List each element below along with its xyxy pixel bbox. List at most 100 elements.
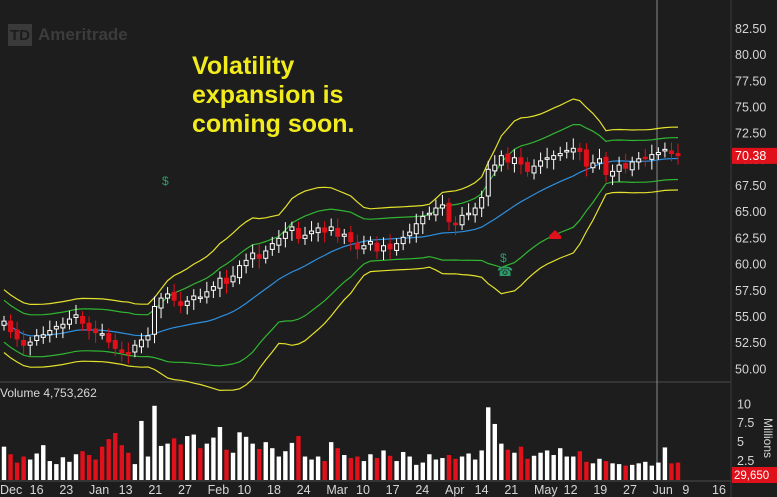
price-tick-label: 77.50 (735, 74, 766, 88)
volume-bar (54, 464, 59, 480)
candle-body (472, 207, 478, 216)
volume-bar (67, 461, 72, 480)
candle-body (263, 250, 269, 259)
x-tick-label: 18 (267, 483, 281, 497)
price-tick-label: 82.50 (735, 22, 766, 36)
candle-body (636, 158, 642, 163)
price-tick-label: 62.50 (735, 231, 766, 245)
volume-bar (525, 458, 530, 480)
volume-bar (603, 461, 609, 480)
x-tick-label: 10 (237, 483, 251, 497)
candle-body (649, 154, 655, 160)
volume-bar (427, 454, 432, 480)
volume-bar (119, 445, 124, 480)
volume-bar (211, 437, 216, 480)
candle-body (413, 223, 419, 235)
last-volume-badge (732, 467, 777, 483)
candle-body (295, 227, 301, 239)
volume-bar (577, 451, 583, 480)
volume-bar (512, 452, 517, 480)
volume-bar (459, 456, 465, 480)
candle-body (498, 155, 504, 166)
candle-body (60, 323, 66, 329)
price-tick-label: 52.50 (735, 336, 766, 350)
volume-bar (250, 443, 255, 480)
volume-bar (1, 446, 7, 480)
dividend-marker: $ (162, 174, 169, 188)
volume-bar (73, 454, 79, 480)
volume-bar (113, 433, 118, 480)
candle-body (158, 297, 164, 309)
volume-bar (348, 458, 354, 480)
candle-body (322, 227, 328, 233)
volume-bar (322, 461, 327, 480)
candle-body (492, 164, 498, 172)
candle-body (518, 157, 524, 165)
volume-bar (486, 407, 491, 480)
candle-body (361, 245, 367, 250)
candle-body (302, 234, 308, 239)
candle-body (184, 300, 190, 306)
volume-bar (551, 455, 556, 480)
volume-bar (531, 455, 537, 480)
candle-body (590, 162, 596, 169)
volume-tick-label: 7.5 (737, 416, 754, 430)
volume-bar (518, 446, 524, 480)
price-tick-label: 55.00 (735, 310, 766, 324)
candle-body (289, 226, 295, 232)
x-tick-label: 21 (504, 483, 518, 497)
volume-bar (440, 458, 445, 480)
volume-bar (263, 442, 268, 480)
candle-body (505, 153, 511, 163)
x-tick-label: Mar (326, 483, 348, 497)
brand-name: Ameritrade (38, 25, 128, 44)
price-tick-label: 65.00 (735, 205, 766, 219)
volume-tick-label: 2.5 (737, 454, 754, 468)
volume-bar (152, 405, 157, 480)
candle-body (538, 160, 544, 167)
volume-bar (185, 436, 190, 480)
volume-unit-label: Millions (761, 418, 775, 458)
candle-body (675, 153, 681, 157)
x-tick-label: 24 (297, 483, 311, 497)
volume-bar (302, 456, 308, 480)
dividend-marker: $ (500, 251, 507, 265)
volume-bar (165, 443, 170, 480)
volume-label: Volume 4,753,262 (0, 386, 97, 400)
volume-bar (60, 457, 66, 480)
volume-bar (558, 448, 563, 480)
x-tick-label: Apr (445, 483, 464, 497)
candle-body (557, 153, 563, 157)
volume-bar (368, 454, 373, 480)
volume-bar (499, 443, 504, 480)
candle-body (152, 305, 158, 335)
candle-body (367, 241, 373, 245)
volume-bar (80, 451, 85, 480)
volume-bar (492, 423, 497, 480)
candle-body (14, 329, 20, 340)
volume-bar (479, 450, 484, 480)
td-logo-mark: TD (8, 24, 32, 46)
candle-body (40, 334, 46, 338)
candle-body (99, 333, 105, 336)
volume-bar (204, 443, 210, 480)
candle-body (53, 325, 59, 330)
volume-bar (296, 436, 301, 480)
x-tick-label: Jan (89, 483, 109, 497)
volume-bar (387, 455, 393, 480)
volume-bar (93, 459, 98, 480)
candle-body (106, 333, 112, 343)
candle-body (112, 339, 118, 349)
split-marker-base (549, 236, 561, 239)
volume-bar (342, 455, 347, 480)
candle-body (165, 293, 171, 299)
candle-body (8, 320, 14, 333)
outer-band-lower (3, 189, 679, 392)
volume-bar (414, 464, 419, 480)
volume-bar (217, 426, 223, 480)
candle-body (466, 212, 472, 216)
candle-body (387, 243, 393, 250)
candle-body (426, 212, 432, 216)
candle-body (551, 155, 557, 160)
